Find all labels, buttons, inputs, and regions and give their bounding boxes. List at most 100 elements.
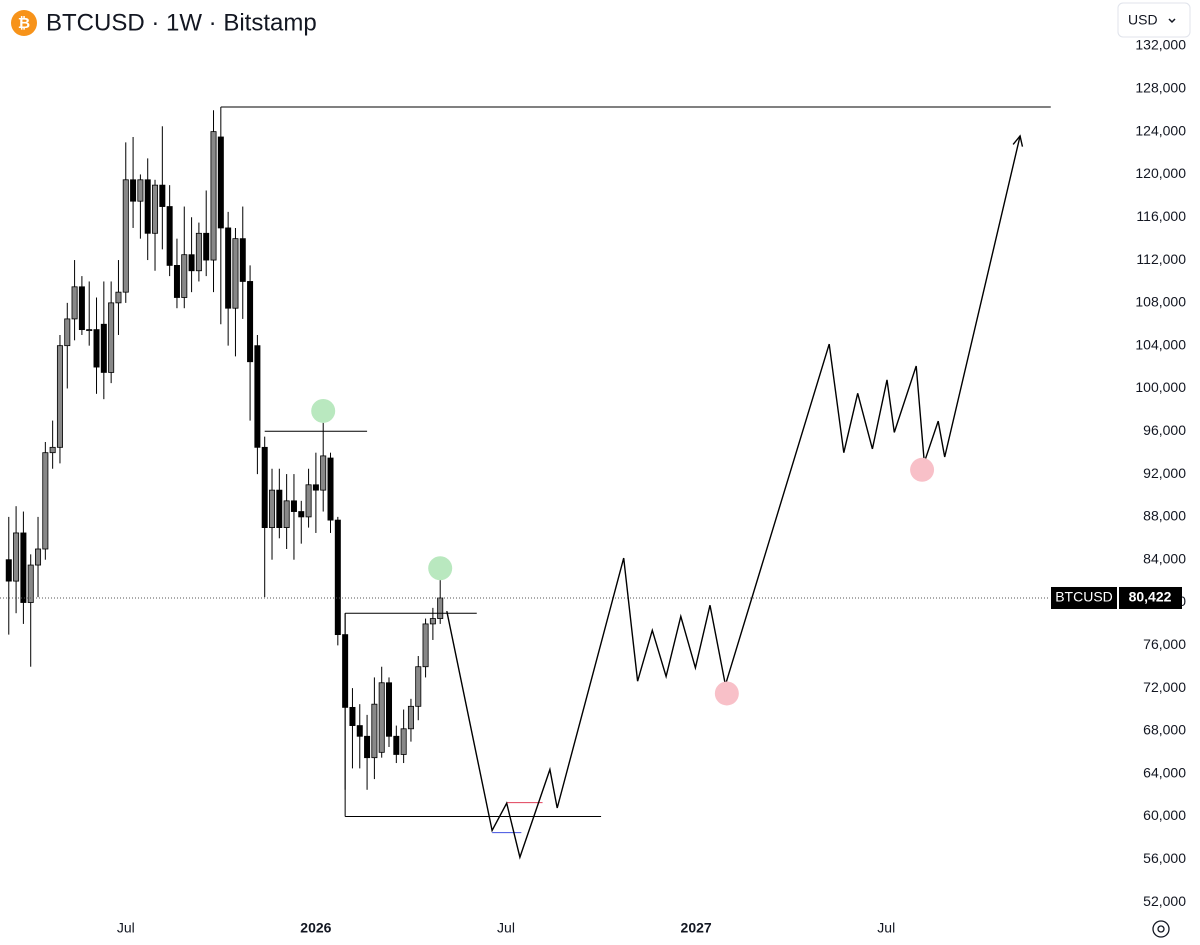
y-tick-label: 72,000 xyxy=(1143,679,1186,695)
candle-body xyxy=(122,179,129,293)
candle-body xyxy=(305,484,312,518)
candle-body xyxy=(210,131,217,261)
marker-circle xyxy=(311,398,336,423)
candle-body xyxy=(181,254,188,298)
candle-body xyxy=(42,452,49,550)
candle-body xyxy=(217,136,224,229)
x-tick-label: Jul xyxy=(117,920,135,936)
candle-body xyxy=(13,532,20,582)
candle-body xyxy=(173,265,180,298)
y-tick-label: 132,000 xyxy=(1135,37,1186,53)
symbol-badge xyxy=(1051,586,1117,609)
marker-circle xyxy=(428,556,453,581)
candle-body xyxy=(195,232,202,272)
candle-body xyxy=(261,446,268,528)
y-tick-label: 88,000 xyxy=(1143,508,1186,524)
currency-label[interactable]: USD xyxy=(1128,12,1158,28)
x-tick-label: Jul xyxy=(877,920,895,936)
y-tick-label: 120,000 xyxy=(1135,165,1186,181)
candle-body xyxy=(239,238,246,282)
y-tick-label: 76,000 xyxy=(1143,636,1186,652)
candle-body xyxy=(298,511,305,518)
candle-body xyxy=(115,291,122,304)
candle-body xyxy=(93,329,100,368)
currency-select[interactable]: USD xyxy=(1117,2,1191,38)
candle-body xyxy=(225,227,232,309)
settings-button[interactable] xyxy=(1152,920,1170,938)
last-price-label: 80,422 xyxy=(1129,589,1172,605)
candle-body xyxy=(393,735,400,755)
projection-path xyxy=(446,135,1021,860)
candle-body xyxy=(166,206,173,266)
candle-body xyxy=(137,179,144,202)
candle-body xyxy=(232,238,239,309)
candle-body xyxy=(56,345,63,448)
candle-body xyxy=(386,682,393,737)
candle-body xyxy=(203,232,210,261)
candle-body xyxy=(20,532,27,603)
candle-body xyxy=(290,500,297,512)
plot: 52,000 56,000 60,000 64,000 68,000 72,000 76,0… xyxy=(0,37,1186,936)
candle-body xyxy=(5,559,12,582)
y-tick-label: 60,000 xyxy=(1143,807,1186,823)
y-tick-label: 84,000 xyxy=(1143,550,1186,566)
candle-body xyxy=(356,725,363,737)
candle-body xyxy=(254,345,261,448)
y-tick-label: 52,000 xyxy=(1143,893,1186,909)
candle-body xyxy=(64,318,71,347)
candle-body xyxy=(152,184,159,234)
candle-body xyxy=(78,286,85,331)
x-tick-label: Jul xyxy=(497,920,515,936)
y-tick-label: 92,000 xyxy=(1143,465,1186,481)
candle-body xyxy=(35,548,42,566)
candle-body xyxy=(364,735,371,759)
y-tick-label: 64,000 xyxy=(1143,764,1186,780)
candle-body xyxy=(320,455,327,491)
y-tick-label: 68,000 xyxy=(1143,722,1186,738)
candle-body xyxy=(71,286,78,320)
symbol-label: BTCUSD xyxy=(1055,589,1113,605)
candle-body xyxy=(269,489,276,528)
candle-body xyxy=(422,623,429,668)
y-tick-label: 112,000 xyxy=(1136,251,1186,267)
candle-body xyxy=(349,706,356,726)
candle-body xyxy=(407,705,414,730)
candle-body xyxy=(437,597,444,619)
candle-body xyxy=(188,254,195,272)
candle-body xyxy=(86,329,93,332)
candle-body xyxy=(247,281,254,363)
currency-button[interactable] xyxy=(1117,2,1191,38)
header: ₿ BTCUSD · 1W · Bitstamp xyxy=(0,0,420,46)
candle-body xyxy=(283,500,290,528)
candle-body xyxy=(159,184,166,207)
candle-body xyxy=(144,179,151,234)
candle-body xyxy=(27,564,34,603)
y-tick-label: 104,000 xyxy=(1135,336,1186,352)
y-tick-label: 116,000 xyxy=(1136,208,1186,224)
settings-icon-core[interactable] xyxy=(1157,925,1165,933)
dropdown-caret[interactable] xyxy=(1168,18,1176,24)
candle-body xyxy=(327,457,334,521)
candle-body xyxy=(371,703,378,759)
candle-body xyxy=(378,682,385,753)
candle-body xyxy=(49,446,56,454)
candle-body xyxy=(130,179,137,202)
candle-body xyxy=(334,519,341,636)
candle-body xyxy=(276,489,283,528)
marker-circle xyxy=(910,457,935,482)
candle-body xyxy=(100,323,107,373)
y-tick-label: 124,000 xyxy=(1135,122,1186,138)
y-tick-label: 108,000 xyxy=(1135,294,1186,310)
bitcoin-glyph: ₿ xyxy=(18,15,30,32)
bitcoin-icon xyxy=(11,10,37,36)
marker-circle xyxy=(714,681,739,706)
candle-body xyxy=(415,666,422,707)
price-badge xyxy=(1119,586,1182,609)
y-tick-label: 56,000 xyxy=(1143,850,1186,866)
header-bg xyxy=(0,0,420,46)
x-tick-label: 2026 xyxy=(300,920,331,936)
candle-body xyxy=(108,302,115,373)
settings-icon[interactable] xyxy=(1152,920,1170,938)
